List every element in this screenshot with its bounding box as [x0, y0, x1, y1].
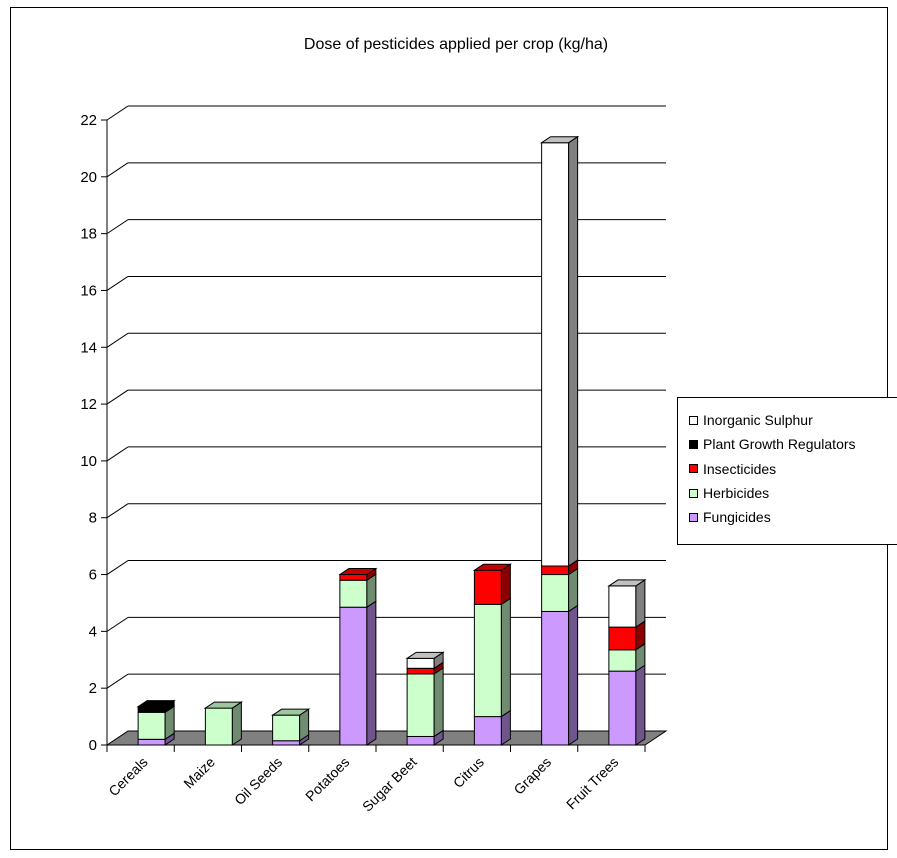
- bar-cereals-top: [136, 700, 176, 708]
- chart-floor: [105, 730, 668, 746]
- legend-label: Herbicides: [703, 485, 770, 502]
- y-tick-label: 16: [80, 282, 97, 299]
- bar-sugar-beet-herbicides-side: [433, 667, 444, 738]
- bar-grapes-top: [539, 136, 580, 144]
- x-tick-label: Grapes: [510, 754, 554, 798]
- bar-grapes-herbicides: [541, 574, 570, 612]
- bar-sugar-beet-insecticides: [406, 667, 435, 675]
- bar-sugar-beet-fungicides: [406, 735, 435, 746]
- gridline: [106, 560, 129, 575]
- legend-item-herbicides: Herbicides: [689, 481, 897, 505]
- legend-label: Insecticides: [703, 460, 777, 477]
- x-tick-label: Sugar Beet: [359, 754, 420, 815]
- gridline: [106, 332, 129, 348]
- bar-sugar-beet-top: [405, 651, 445, 659]
- bar-cereals-herbicides: [137, 711, 166, 740]
- bar-fruit-trees-inorganic-sulphur-side: [635, 578, 646, 629]
- bar-grapes-fungicides: [541, 610, 570, 746]
- y-tick-label: 22: [80, 112, 97, 129]
- gridline: [106, 276, 129, 291]
- bar-cereals-fungicides: [137, 738, 166, 746]
- chart-title: Dose of pesticides applied per crop (kg/…: [303, 36, 609, 53]
- bar-citrus-top: [472, 563, 513, 571]
- gridline: [106, 616, 129, 632]
- x-tick-label: Potatoes: [302, 754, 352, 804]
- bar-cereals-plant-growth-regulators: [137, 706, 166, 713]
- bar-maize-herbicides-side: [231, 701, 242, 746]
- x-tick-label: Oil Seeds: [231, 754, 285, 808]
- legend-swatch: [689, 464, 698, 474]
- legend-swatch: [689, 415, 698, 425]
- bar-oil-seeds-top: [270, 708, 311, 716]
- bar-grapes-fungicides-side: [568, 604, 579, 746]
- y-tick-label: 18: [80, 226, 97, 243]
- legend-label: Inorganic Sulphur: [703, 412, 813, 429]
- bar-grapes-inorganic-sulphur-side: [568, 135, 579, 567]
- y-tick-label: 14: [80, 339, 97, 356]
- bar-fruit-trees-top: [607, 579, 647, 587]
- gridline: [106, 105, 129, 121]
- bar-citrus-insecticides-side: [500, 563, 511, 606]
- bar-fruit-trees-fungicides-side: [635, 664, 646, 746]
- bar-sugar-beet-inorganic-sulphur: [406, 657, 435, 669]
- legend-item-plant-growth-regulators: Plant Growth Regulators: [689, 432, 897, 456]
- legend-label: Plant Growth Regulators: [703, 436, 856, 453]
- legend-item-inorganic-sulphur: Inorganic Sulphur: [689, 408, 897, 432]
- y-tick-label: 2: [89, 680, 97, 697]
- x-tick-label: Citrus: [450, 754, 487, 791]
- gridline: [106, 162, 129, 178]
- bar-citrus-insecticides: [473, 569, 502, 605]
- bar-maize-herbicides: [204, 707, 233, 746]
- legend-item-insecticides: Insecticides: [689, 457, 897, 481]
- y-tick-label: 10: [80, 453, 97, 470]
- y-tick-label: 4: [89, 623, 97, 640]
- bar-potatoes-fungicides-side: [366, 600, 377, 746]
- bar-oil-seeds-herbicides: [272, 714, 301, 742]
- y-tick-label: 6: [89, 567, 97, 584]
- bar-citrus-herbicides: [473, 603, 502, 718]
- bar-citrus-herbicides-side: [500, 597, 511, 718]
- y-tick-label: 8: [89, 510, 97, 527]
- bar-grapes-insecticides: [541, 565, 570, 576]
- legend-swatch: [689, 439, 698, 449]
- x-tick-label: Fruit Trees: [563, 754, 622, 813]
- x-tick-label: Cereals: [105, 754, 150, 799]
- gridline: [106, 389, 129, 405]
- gridline: [106, 673, 129, 689]
- bar-grapes-inorganic-sulphur: [541, 142, 570, 567]
- legend-swatch: [689, 512, 698, 522]
- gridline: [106, 446, 129, 462]
- bar-maize-top: [203, 701, 244, 709]
- bar-grapes-herbicides-side: [568, 567, 579, 613]
- bar-oil-seeds-fungicides: [272, 740, 301, 746]
- gridline: [106, 503, 129, 519]
- y-tick-label: 0: [89, 737, 97, 754]
- bar-potatoes-herbicides: [339, 579, 368, 608]
- gridline: [106, 219, 129, 235]
- legend-item-fungicides: Fungicides: [689, 505, 897, 529]
- bar-fruit-trees-inorganic-sulphur: [608, 585, 637, 628]
- bar-fruit-trees-herbicides: [608, 649, 637, 672]
- y-tick-label: 20: [80, 169, 97, 186]
- bar-potatoes-insecticides: [339, 574, 368, 581]
- legend: Inorganic Sulphur Plant Growth Regulators…: [677, 397, 897, 545]
- y-tick-label: 12: [80, 396, 97, 413]
- legend-label: Fungicides: [703, 509, 771, 526]
- legend-swatch: [689, 488, 698, 498]
- bar-citrus-fungicides: [473, 716, 502, 746]
- bar-potatoes-top: [338, 568, 378, 576]
- bar-fruit-trees-insecticides: [608, 626, 637, 651]
- x-tick-label: Maize: [180, 754, 218, 792]
- bar-sugar-beet-herbicides: [406, 673, 435, 737]
- bar-fruit-trees-fungicides: [608, 670, 637, 746]
- bar-potatoes-fungicides: [339, 606, 368, 746]
